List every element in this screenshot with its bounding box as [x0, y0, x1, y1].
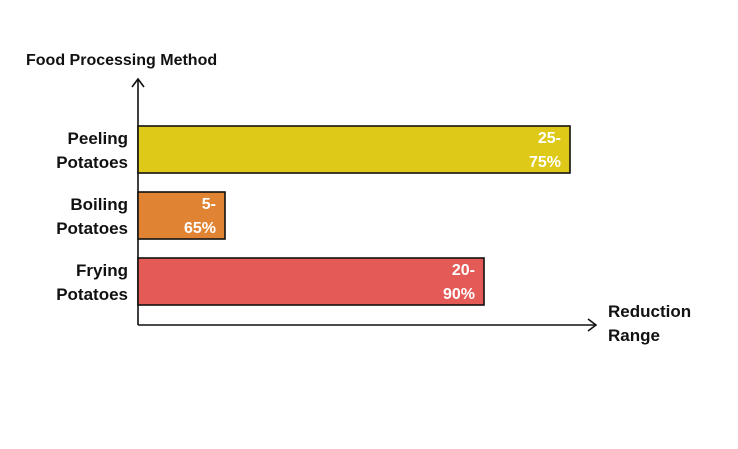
- x-axis-arrow: [587, 318, 598, 332]
- category-label-line: Boiling: [70, 195, 128, 214]
- data-label-line: 20-: [452, 262, 475, 279]
- data-label: 25-75%: [529, 130, 561, 171]
- bar-peeling-potatoes: [137, 125, 571, 174]
- data-label-line: 90%: [443, 286, 475, 303]
- data-label-line: 75%: [529, 154, 561, 171]
- y-axis-title: Food Processing Method: [26, 52, 217, 69]
- data-label-line: 65%: [184, 220, 216, 237]
- data-label: 20-90%: [443, 262, 475, 303]
- category-label: Frying Potatoes: [56, 261, 128, 304]
- category-label: Boiling Potatoes: [56, 195, 128, 238]
- category-label-line: Frying: [76, 261, 128, 280]
- x-axis-title-line-2: Range: [608, 326, 660, 345]
- bar-boiling-potatoes: [137, 191, 226, 240]
- bar-frying-potatoes: [137, 257, 485, 306]
- category-label: Peeling Potatoes: [56, 129, 128, 172]
- data-label-line: 5-: [202, 196, 216, 213]
- x-axis-title: Reduction Range: [608, 302, 696, 345]
- x-axis-title-line-1: Reduction: [608, 302, 691, 321]
- category-label-line: Potatoes: [56, 285, 128, 304]
- category-label-line: Potatoes: [56, 219, 128, 238]
- category-label-line: Potatoes: [56, 153, 128, 172]
- data-label: 5-65%: [184, 196, 216, 237]
- y-axis-arrow: [131, 77, 145, 88]
- category-label-line: Peeling: [68, 129, 128, 148]
- data-label-line: 25-: [538, 130, 561, 147]
